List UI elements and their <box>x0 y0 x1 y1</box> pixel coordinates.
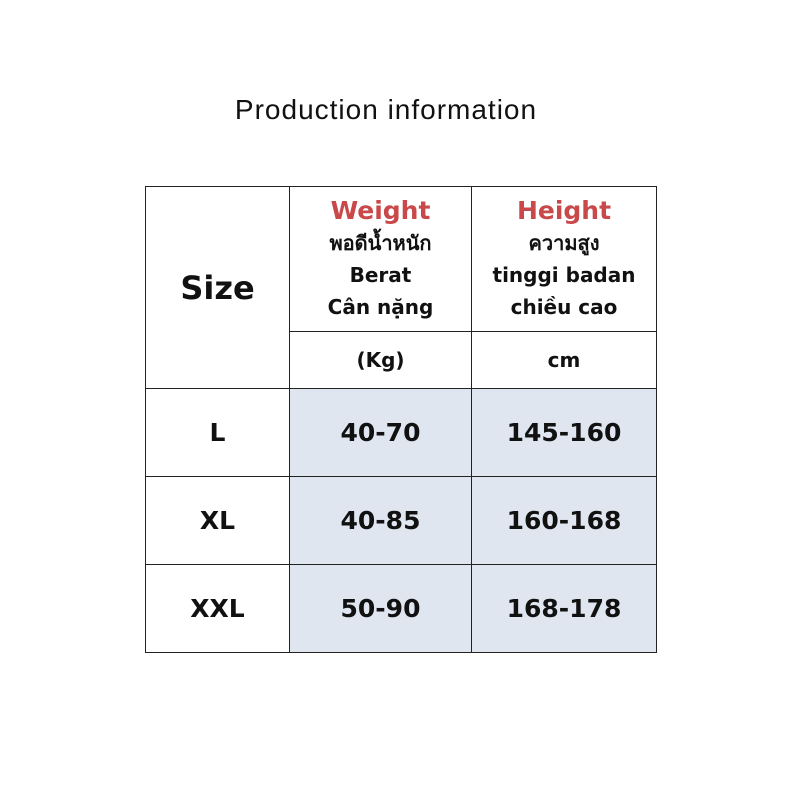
height-en: Height <box>516 196 612 225</box>
table-row: L 40-70 145-160 <box>145 388 657 477</box>
weight-th: พอดีน้ำหนัก <box>329 231 432 255</box>
size-table: Size Weight พอดีน้ำหนัก Berat Cân nặng H… <box>145 186 657 653</box>
weight-vi: Cân nặng <box>327 295 434 319</box>
height-cell: 160-168 <box>471 476 657 565</box>
height-th: ความสูง <box>528 231 600 255</box>
height-cell: 168-178 <box>471 564 657 653</box>
weight-en: Weight <box>330 196 431 225</box>
weight-cell: 50-90 <box>289 564 472 653</box>
height-header: Height ความสูง tinggi badan chiều cao <box>471 186 657 332</box>
size-cell: L <box>145 388 290 477</box>
height-cell: 145-160 <box>471 388 657 477</box>
weight-cell: 40-70 <box>289 388 472 477</box>
size-cell: XXL <box>145 564 290 653</box>
weight-unit: (Kg) <box>289 331 472 389</box>
page-title: Production information <box>234 94 538 125</box>
table-row: XXL 50-90 168-178 <box>145 564 657 653</box>
size-header: Size <box>145 186 290 389</box>
height-vi: chiều cao <box>510 295 618 319</box>
height-unit: cm <box>471 331 657 389</box>
weight-id: Berat <box>349 263 412 287</box>
height-id: tinggi badan <box>492 263 636 287</box>
weight-header: Weight พอดีน้ำหนัก Berat Cân nặng <box>289 186 472 332</box>
weight-cell: 40-85 <box>289 476 472 565</box>
size-cell: XL <box>145 476 290 565</box>
table-row: XL 40-85 160-168 <box>145 476 657 565</box>
